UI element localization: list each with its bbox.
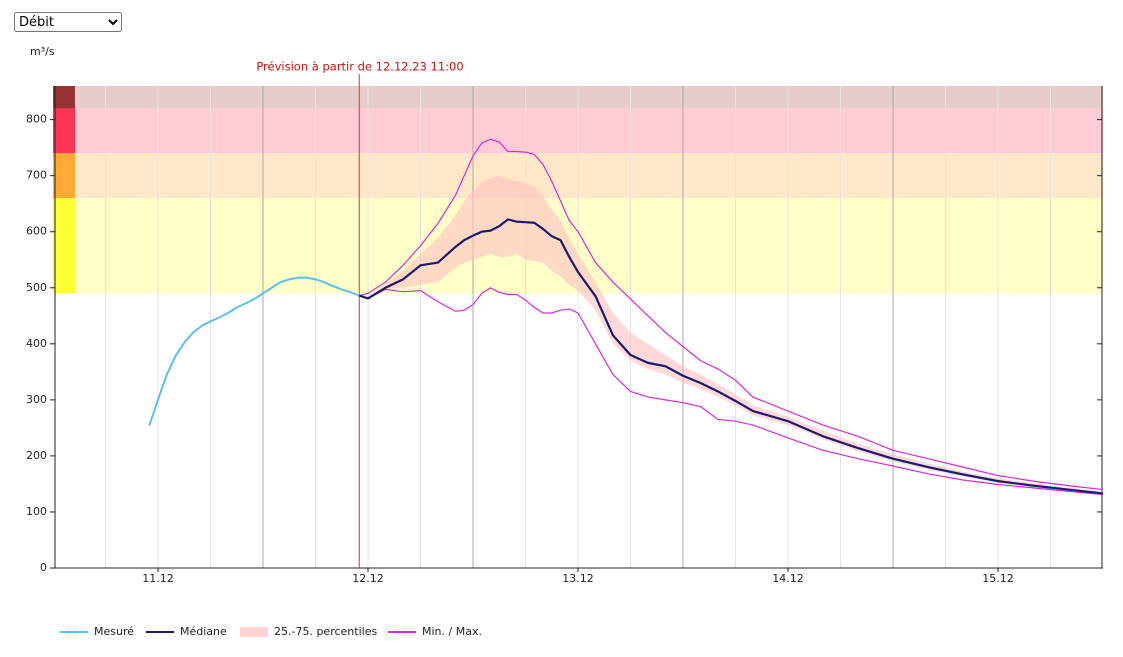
y-tick-label: 100	[26, 505, 47, 518]
y-tick-label: 600	[26, 225, 47, 238]
x-tick-label: 12.12	[352, 572, 384, 585]
threshold-marker	[53, 86, 75, 109]
x-tick-label: 13.12	[562, 572, 594, 585]
threshold-marker	[53, 153, 75, 199]
legend-label: 25.-75. percentiles	[274, 625, 377, 638]
legend-swatch	[240, 627, 268, 637]
y-tick-label: 0	[40, 561, 47, 574]
x-tick-label: 11.12	[142, 572, 174, 585]
y-axis-unit: m³/s	[30, 45, 55, 58]
y-tick-label: 800	[26, 113, 47, 126]
threshold-band	[75, 153, 1103, 199]
threshold-marker	[53, 108, 75, 154]
legend-label: Min. / Max.	[422, 625, 482, 638]
y-tick-label: 200	[26, 449, 47, 462]
threshold-band	[75, 86, 1103, 109]
legend-label: Médiane	[180, 625, 227, 638]
forecast-annotation: Prévision à partir de 12.12.23 11:00	[256, 60, 463, 74]
y-tick-label: 400	[26, 337, 47, 350]
x-tick-label: 14.12	[772, 572, 804, 585]
y-tick-label: 300	[26, 393, 47, 406]
variable-select[interactable]: Débit	[14, 12, 122, 32]
max-line	[359, 138, 1104, 491]
threshold-band	[75, 108, 1103, 154]
threshold-marker	[53, 198, 75, 294]
x-tick-label: 15.12	[982, 572, 1014, 585]
series-line	[148, 276, 360, 426]
min-line	[359, 287, 1104, 496]
y-tick-label: 700	[26, 169, 47, 182]
legend-label: Mesuré	[94, 625, 134, 638]
series-line	[358, 218, 1104, 495]
percentile-band	[359, 175, 1103, 495]
y-tick-label: 500	[26, 281, 47, 294]
